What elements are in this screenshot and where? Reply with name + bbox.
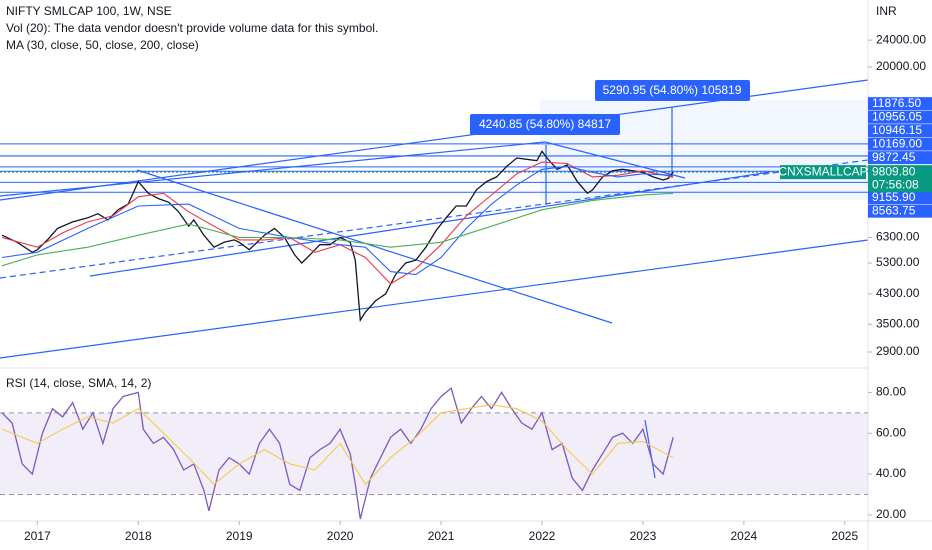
rsi-title: RSI (14, close, SMA, 14, 2): [6, 376, 151, 390]
indicator-legend: Vol (20): The data vendor doesn't provid…: [6, 21, 378, 35]
trend-line-dashed: [0, 159, 869, 279]
y-tick-label: 80.00: [876, 385, 906, 399]
y-tick-label: 20000.00: [876, 59, 926, 73]
countdown: 07:56:08: [872, 177, 919, 191]
y-tick-label: 3500.00: [876, 316, 920, 330]
symbol-title: NIFTY SMLCAP 100, 1W, NSE: [6, 4, 172, 18]
price-level-tag: [868, 97, 932, 111]
price-level-tag: [868, 204, 932, 218]
x-tick-label: 2020: [327, 529, 354, 543]
current-price-tag: [868, 165, 932, 193]
series-line: [1, 165, 674, 276]
x-tick-label: 2019: [226, 529, 253, 543]
annotation: 4240.85 (54.80%) 84817: [479, 117, 611, 131]
current-price-label: 9809.80: [872, 164, 916, 178]
price-level-tag: [868, 124, 932, 138]
series-line: [1, 150, 674, 323]
y-tick-label: 4300.00: [876, 286, 920, 300]
x-tick-label: 2023: [630, 529, 657, 543]
x-tick-label: 2022: [529, 529, 556, 543]
price-level-label: 8563.75: [872, 203, 916, 217]
x-tick-label: 2024: [731, 529, 758, 543]
series-line: [1, 192, 674, 267]
y-tick-label: 40.00: [876, 466, 906, 480]
y-tick-label: 20.00: [876, 507, 906, 521]
channel-lower: [0, 239, 869, 359]
price-level-label: 9872.45: [872, 150, 916, 164]
trend-line: [0, 141, 546, 197]
x-tick-label: 2018: [125, 529, 152, 543]
y-tick-label: 2900.00: [876, 344, 920, 358]
y-tick-label: 5300.00: [876, 255, 920, 269]
x-tick-label: 2025: [831, 529, 858, 543]
series-line: [1, 404, 674, 486]
trend-line: [136, 169, 613, 324]
price-level-tag: [868, 191, 932, 205]
price-level-label: 10956.05: [872, 109, 922, 123]
x-tick-label: 2021: [428, 529, 455, 543]
price-level-label: 10169.00: [872, 136, 922, 150]
rsi-trend-line: [644, 419, 656, 479]
price-level-tag: [868, 137, 932, 151]
price-level-label: 9155.90: [872, 190, 916, 204]
annotation-box: [595, 80, 750, 101]
symbol-tag: [780, 165, 866, 180]
price-level-label: 11876.50: [872, 96, 921, 110]
price-level-tag: [868, 110, 932, 124]
x-tick-label: 2017: [24, 529, 51, 543]
annotation-box: [470, 114, 620, 135]
y-tick-label: 6300.00: [876, 230, 920, 244]
price-level-tag: [868, 151, 932, 165]
currency-label: INR: [876, 4, 897, 18]
price-level-label: 10946.15: [872, 123, 922, 137]
indicator-legend: MA (30, close, 50, close, 200, close): [6, 38, 199, 52]
y-tick-label: 60.00: [876, 425, 906, 439]
rsi-band: [0, 412, 868, 495]
annotation: 5290.95 (54.80%) 105819: [603, 83, 742, 97]
symbol-label: CNXSMALLCAP: [778, 164, 867, 178]
series-line: [1, 387, 674, 520]
y-tick-label: 24000.00: [876, 32, 926, 46]
